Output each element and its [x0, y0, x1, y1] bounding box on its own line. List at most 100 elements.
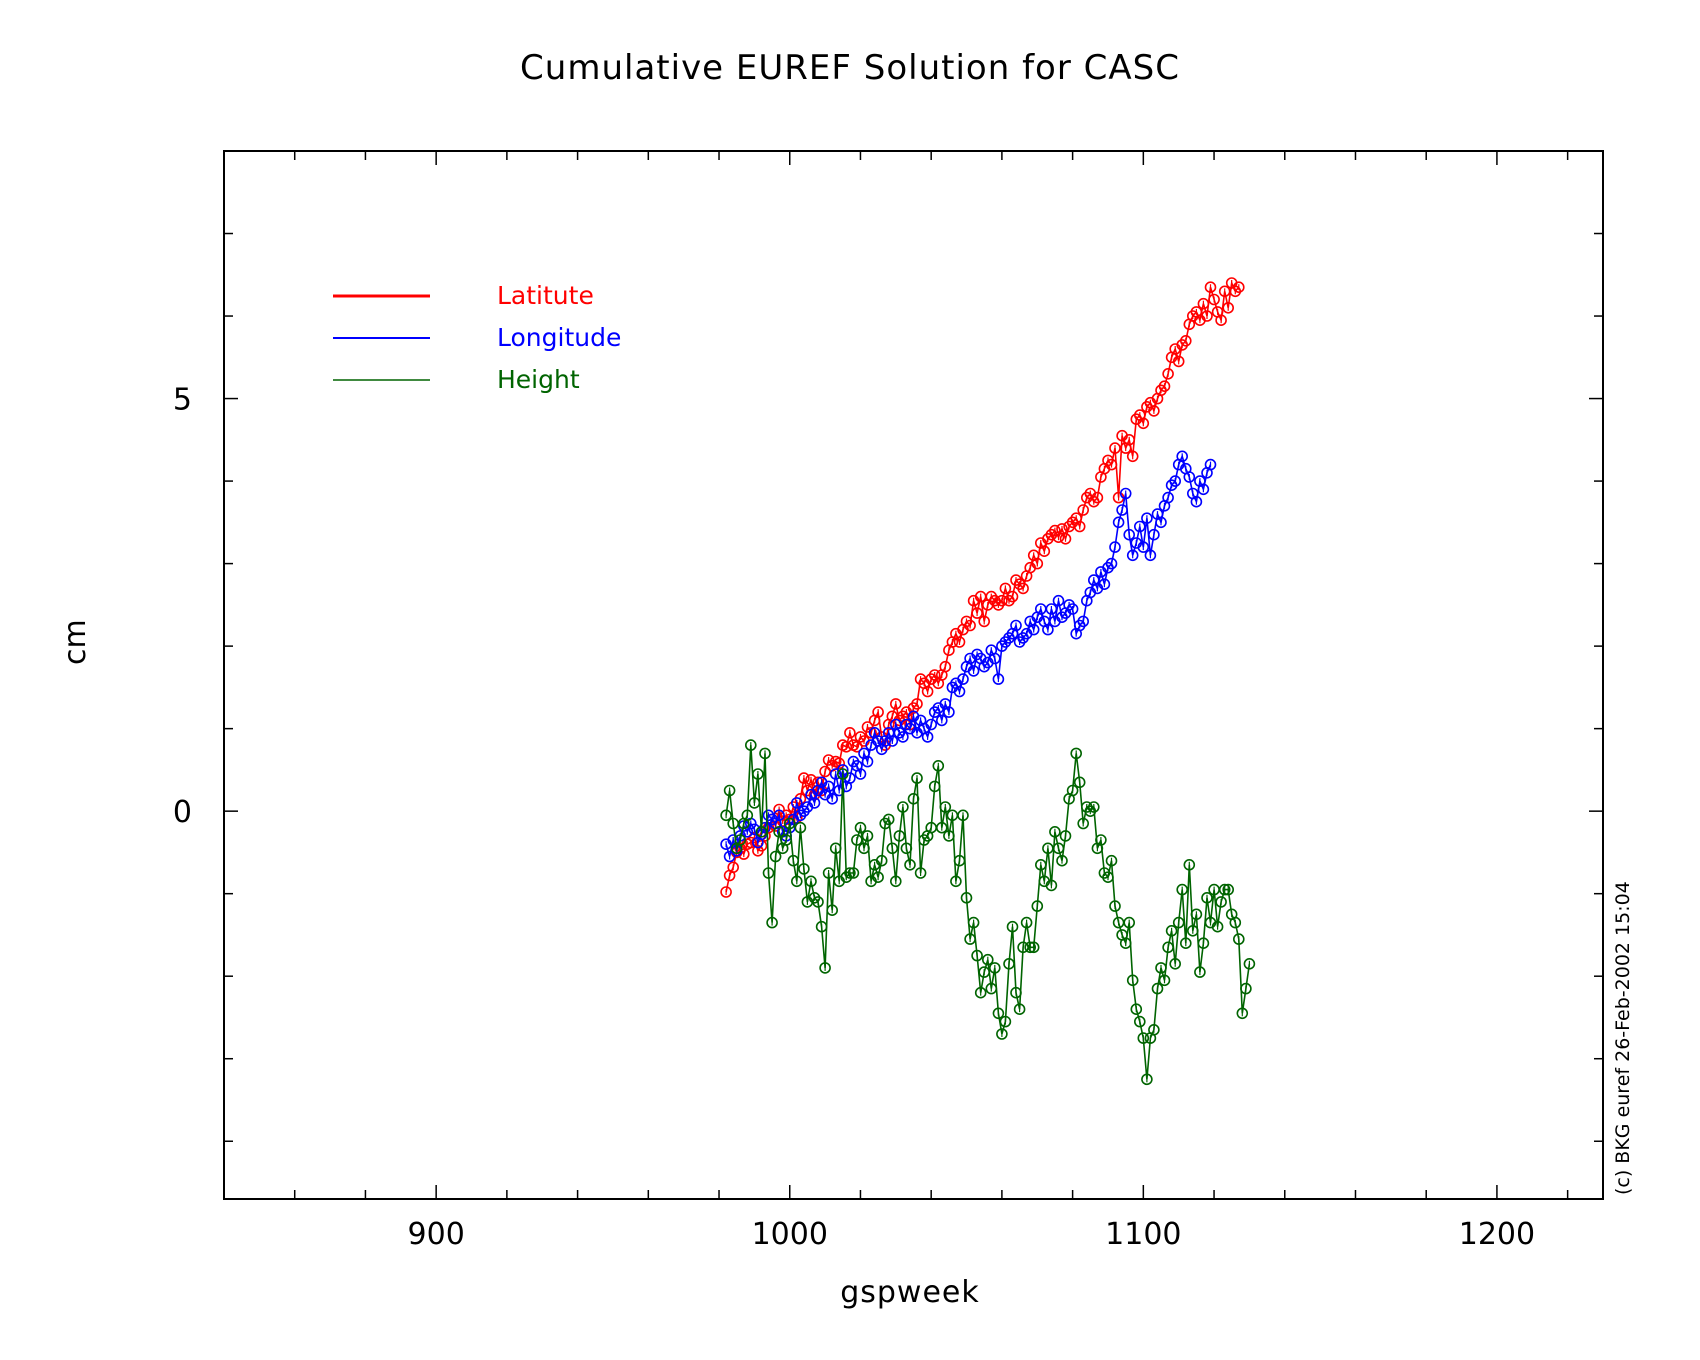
- data-point: [904, 858, 916, 871]
- data-point: [1141, 512, 1153, 525]
- legend-label: Height: [497, 365, 580, 394]
- data-point: [957, 809, 969, 822]
- legend-label: Latitute: [497, 281, 594, 310]
- data-point: [1045, 603, 1058, 615]
- data-point: [1137, 417, 1150, 430]
- data-point: [1091, 491, 1104, 504]
- data-point: [1158, 974, 1171, 987]
- data-point: [1119, 937, 1132, 950]
- data-point: [1098, 578, 1111, 591]
- data-point: [854, 821, 867, 834]
- data-point: [1109, 541, 1121, 553]
- data-point: [865, 726, 877, 739]
- data-point: [1031, 557, 1044, 570]
- data-point: [978, 615, 991, 628]
- data-point: [1126, 549, 1139, 562]
- data-point: [1035, 858, 1047, 871]
- data-point: [935, 821, 948, 834]
- data-point: [851, 740, 863, 753]
- data-point: [741, 809, 754, 822]
- chart-title: Cumulative EUREF Solution for CASC: [520, 48, 1180, 88]
- data-point: [1027, 623, 1040, 636]
- data-point: [1148, 1024, 1160, 1036]
- data-point: [861, 755, 874, 768]
- data-point: [914, 867, 927, 879]
- data-point: [734, 834, 747, 846]
- data-point: [943, 830, 955, 842]
- data-point: [964, 933, 976, 945]
- data-point: [790, 797, 803, 809]
- data-point: [759, 747, 771, 760]
- data-point: [889, 875, 902, 888]
- data-point: [960, 891, 973, 904]
- data-point: [1144, 549, 1157, 562]
- data-point: [1070, 747, 1082, 760]
- data-point: [953, 685, 966, 698]
- data-point: [844, 867, 856, 879]
- data-point: [1077, 615, 1089, 628]
- series-height: [720, 739, 1256, 1086]
- plot-frame: [223, 150, 1604, 1200]
- data-point: [872, 871, 884, 884]
- series-line: [725, 453, 1212, 857]
- data-point: [1056, 854, 1068, 867]
- data-point: [928, 780, 941, 793]
- data-point: [1222, 301, 1234, 314]
- data-point: [1243, 957, 1256, 970]
- data-point: [992, 1007, 1005, 1020]
- data-point: [762, 867, 775, 879]
- data-point: [1010, 619, 1022, 632]
- data-point: [950, 875, 962, 888]
- data-point: [985, 982, 998, 995]
- data-point: [1031, 900, 1044, 912]
- data-point: [1169, 957, 1181, 970]
- data-point: [999, 1015, 1012, 1028]
- data-point: [723, 850, 736, 863]
- data-point: [939, 660, 952, 673]
- data-point: [744, 739, 757, 751]
- data-point: [1162, 367, 1174, 380]
- data-point: [1112, 516, 1125, 529]
- data-point: [911, 772, 923, 784]
- data-point: [822, 780, 835, 793]
- data-point: [897, 731, 909, 743]
- data-point: [1215, 314, 1227, 327]
- data-point: [1042, 623, 1054, 636]
- data-point: [1155, 962, 1167, 974]
- data-point: [1240, 982, 1252, 995]
- data-point: [794, 821, 807, 834]
- data-point: [826, 792, 839, 805]
- data-point: [790, 875, 803, 888]
- data-point: [822, 754, 835, 766]
- data-point: [819, 765, 831, 778]
- data-point: [1013, 1003, 1026, 1016]
- data-point: [769, 850, 782, 863]
- data-point: [1020, 916, 1033, 929]
- data-point: [900, 842, 913, 855]
- data-point: [720, 886, 732, 898]
- data-point: [1190, 908, 1203, 921]
- data-point: [773, 825, 785, 838]
- legend-label: Longitude: [497, 323, 621, 352]
- y-tick-label: 0: [173, 795, 192, 830]
- data-point: [854, 768, 867, 780]
- data-point: [971, 607, 983, 619]
- data-point: [1049, 825, 1061, 838]
- data-point: [1130, 1003, 1143, 1016]
- data-point: [1126, 450, 1139, 463]
- data-point: [1116, 504, 1128, 516]
- data-point: [1123, 916, 1135, 929]
- y-tick-label: 5: [173, 383, 192, 418]
- data-point: [787, 854, 800, 867]
- x-tick-label: 900: [408, 1217, 465, 1252]
- data-point: [992, 673, 1005, 685]
- data-point: [1204, 281, 1217, 294]
- data-point: [755, 825, 768, 838]
- data-point: [925, 718, 938, 731]
- data-point: [1052, 842, 1065, 855]
- data-point: [815, 920, 828, 933]
- data-point: [889, 698, 902, 710]
- data-point: [1201, 891, 1213, 904]
- data-point: [964, 619, 976, 632]
- data-point: [1059, 532, 1072, 545]
